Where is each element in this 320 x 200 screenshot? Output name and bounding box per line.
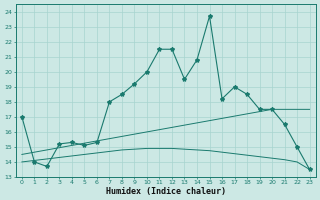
X-axis label: Humidex (Indice chaleur): Humidex (Indice chaleur) [106, 187, 226, 196]
